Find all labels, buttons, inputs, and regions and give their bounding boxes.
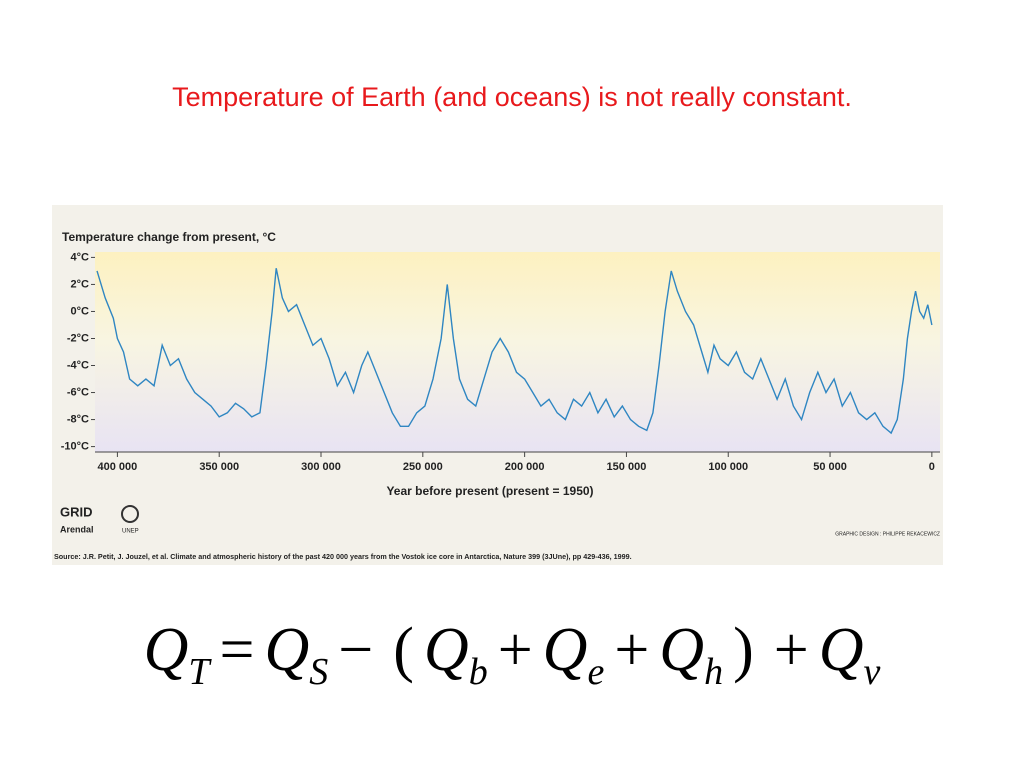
symbol: Q	[818, 616, 864, 684]
x-tick-label: 150 000	[607, 461, 647, 473]
subscript: S	[309, 651, 329, 693]
x-tick-label: 250 000	[403, 461, 443, 473]
source: Source: J.R. Petit, J. Jouzel, et al. Cl…	[54, 552, 632, 561]
slide-title: Temperature of Earth (and oceans) is not…	[172, 82, 852, 112]
y-tick-label: 0°C	[71, 305, 90, 317]
equation: QT = QS −(Qb + Qe + Qh) + Qv	[60, 615, 964, 694]
y-tick-label: -4°C	[67, 359, 89, 371]
operator: +	[497, 616, 533, 684]
y-axis-title: Temperature change from present, °C	[62, 230, 276, 244]
subscript: h	[704, 651, 724, 693]
y-tick-label: 4°C	[71, 251, 90, 263]
symbol: Q	[423, 616, 469, 684]
symbol: Q	[264, 616, 310, 684]
operator: )	[733, 616, 754, 684]
symbol: Q	[659, 616, 705, 684]
logo-icon	[121, 505, 139, 523]
plot-area	[95, 252, 940, 452]
subscript: b	[468, 651, 488, 693]
y-tick-label: -6°C	[67, 386, 89, 398]
logo-name: GRID	[60, 504, 93, 519]
operator: (	[393, 616, 414, 684]
y-tick-label: -2°C	[67, 332, 89, 344]
x-tick-label: 300 000	[301, 461, 341, 473]
x-tick-label: 0	[929, 461, 935, 473]
subscript: e	[587, 651, 605, 693]
logo-partner: UNEP	[122, 529, 139, 535]
subscript: T	[188, 651, 210, 693]
symbol: Q	[143, 616, 189, 684]
x-tick-label: 50 000	[813, 461, 847, 473]
x-tick-label: 400 000	[98, 461, 138, 473]
x-tick-label: 350 000	[199, 461, 239, 473]
credit: GRAPHIC DESIGN : PHILIPPE REKACEWICZ	[835, 531, 940, 537]
operator: −	[338, 616, 374, 684]
logo-place: Arendal	[60, 524, 94, 534]
x-tick-label: 200 000	[505, 461, 545, 473]
subscript: v	[863, 651, 881, 693]
operator: +	[773, 616, 809, 684]
symbol: Q	[542, 616, 588, 684]
operator: =	[219, 616, 255, 684]
y-tick-label: -10°C	[61, 441, 89, 453]
y-tick-label: -8°C	[67, 413, 89, 425]
data-line	[96, 268, 933, 435]
operator: +	[614, 616, 650, 684]
x-tick-label: 100 000	[708, 461, 748, 473]
y-tick-label: 2°C	[71, 278, 90, 290]
x-axis-title: Year before present (present = 1950)	[386, 484, 593, 498]
